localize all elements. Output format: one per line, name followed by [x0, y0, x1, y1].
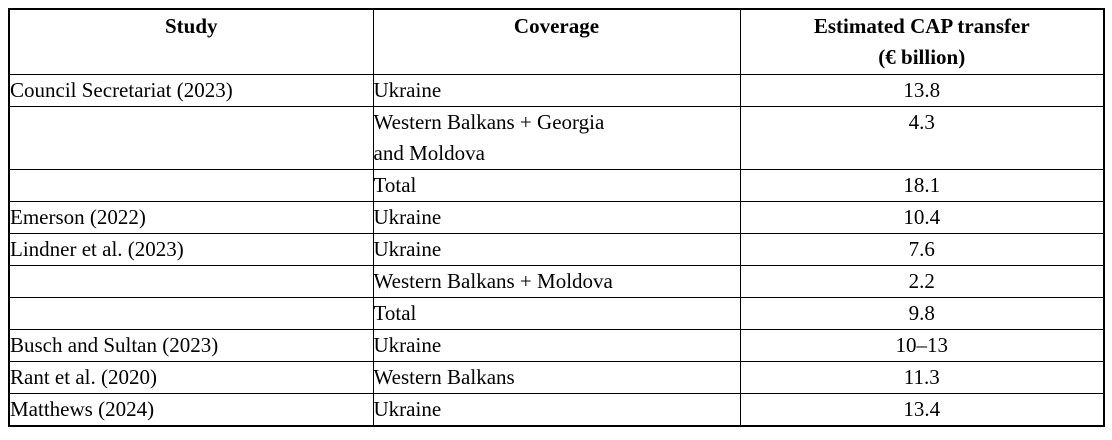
coverage-cell: Western Balkans + Moldova: [372, 264, 741, 298]
coverage-cell: Total: [372, 296, 741, 330]
coverage-cell: Western Balkans + Georgia and Moldova: [372, 105, 741, 170]
coverage-cell: Ukraine: [372, 73, 741, 107]
column-header-study: Study: [8, 8, 374, 75]
coverage-cell: Ukraine: [372, 392, 741, 426]
study-cell: Matthews (2024): [8, 392, 374, 426]
table-row: Lindner et al. (2023) Ukraine 7.6: [8, 232, 1105, 266]
cap-transfer-table: Study Coverage Estimated CAP transfer (€…: [8, 8, 1105, 427]
table-row: Western Balkans + Moldova 2.2: [8, 264, 1105, 298]
table-body: Council Secretariat (2023) Ukraine 13.8 …: [8, 73, 1105, 426]
table-row: Western Balkans + Georgia and Moldova 4.…: [8, 105, 1105, 170]
study-cell: Busch and Sultan (2023): [8, 328, 374, 362]
value-cell: 10.4: [739, 200, 1105, 234]
study-cell: Council Secretariat (2023): [8, 73, 374, 107]
value-cell: 13.8: [739, 73, 1105, 107]
table-row: Emerson (2022) Ukraine 10.4: [8, 200, 1105, 234]
value-cell: 18.1: [739, 168, 1105, 202]
study-cell: Rant et al. (2020): [8, 360, 374, 394]
column-header-cap-transfer: Estimated CAP transfer (€ billion): [739, 8, 1105, 75]
table-row: Total 9.8: [8, 296, 1105, 330]
study-cell: Emerson (2022): [8, 200, 374, 234]
value-cell: 11.3: [739, 360, 1105, 394]
study-cell: [8, 105, 374, 170]
table-row: Council Secretariat (2023) Ukraine 13.8: [8, 73, 1105, 107]
coverage-cell: Total: [372, 168, 741, 202]
study-cell: [8, 264, 374, 298]
table-row: Total 18.1: [8, 168, 1105, 202]
coverage-cell: Ukraine: [372, 232, 741, 266]
value-cell: 4.3: [739, 105, 1105, 170]
study-cell: Lindner et al. (2023): [8, 232, 374, 266]
value-cell: 2.2: [739, 264, 1105, 298]
table-row: Rant et al. (2020) Western Balkans 11.3: [8, 360, 1105, 394]
value-cell: 13.4: [739, 392, 1105, 426]
coverage-cell: Western Balkans: [372, 360, 741, 394]
table-header: Study Coverage Estimated CAP transfer (€…: [8, 8, 1105, 75]
column-header-coverage: Coverage: [372, 8, 741, 75]
value-cell: 10–13: [739, 328, 1105, 362]
value-cell: 7.6: [739, 232, 1105, 266]
coverage-cell: Ukraine: [372, 200, 741, 234]
header-row: Study Coverage Estimated CAP transfer (€…: [8, 8, 1105, 75]
study-cell: [8, 168, 374, 202]
value-cell: 9.8: [739, 296, 1105, 330]
study-cell: [8, 296, 374, 330]
table-row: Matthews (2024) Ukraine 13.4: [8, 392, 1105, 426]
coverage-cell: Ukraine: [372, 328, 741, 362]
table-row: Busch and Sultan (2023) Ukraine 10–13: [8, 328, 1105, 362]
